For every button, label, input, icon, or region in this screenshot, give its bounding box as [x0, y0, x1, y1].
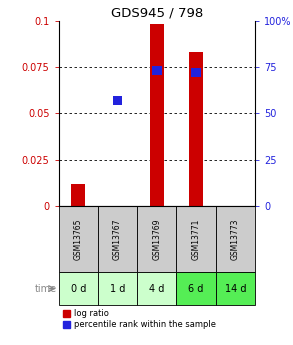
- Title: GDS945 / 798: GDS945 / 798: [111, 7, 203, 20]
- Bar: [59, 206, 98, 272]
- Bar: [59, 272, 98, 305]
- Bar: [189, 52, 203, 206]
- Text: GSM13771: GSM13771: [192, 218, 200, 260]
- Text: 1 d: 1 d: [110, 284, 125, 294]
- Bar: [152, 66, 162, 75]
- Text: time: time: [35, 284, 57, 294]
- Text: GSM13773: GSM13773: [231, 218, 240, 260]
- Bar: [98, 272, 137, 305]
- Bar: [176, 272, 216, 305]
- Text: 6 d: 6 d: [188, 284, 204, 294]
- Text: GSM13765: GSM13765: [74, 218, 83, 260]
- Bar: [137, 272, 176, 305]
- Bar: [71, 184, 85, 206]
- Text: 14 d: 14 d: [224, 284, 246, 294]
- Text: GSM13767: GSM13767: [113, 218, 122, 260]
- Bar: [150, 24, 163, 206]
- Legend: log ratio, percentile rank within the sample: log ratio, percentile rank within the sa…: [63, 309, 216, 329]
- Bar: [216, 272, 255, 305]
- Bar: [216, 206, 255, 272]
- Bar: [113, 96, 122, 105]
- Bar: [191, 68, 201, 77]
- Bar: [98, 206, 137, 272]
- Bar: [176, 206, 216, 272]
- Text: GSM13769: GSM13769: [152, 218, 161, 260]
- Text: 0 d: 0 d: [71, 284, 86, 294]
- Text: 4 d: 4 d: [149, 284, 164, 294]
- Bar: [137, 206, 176, 272]
